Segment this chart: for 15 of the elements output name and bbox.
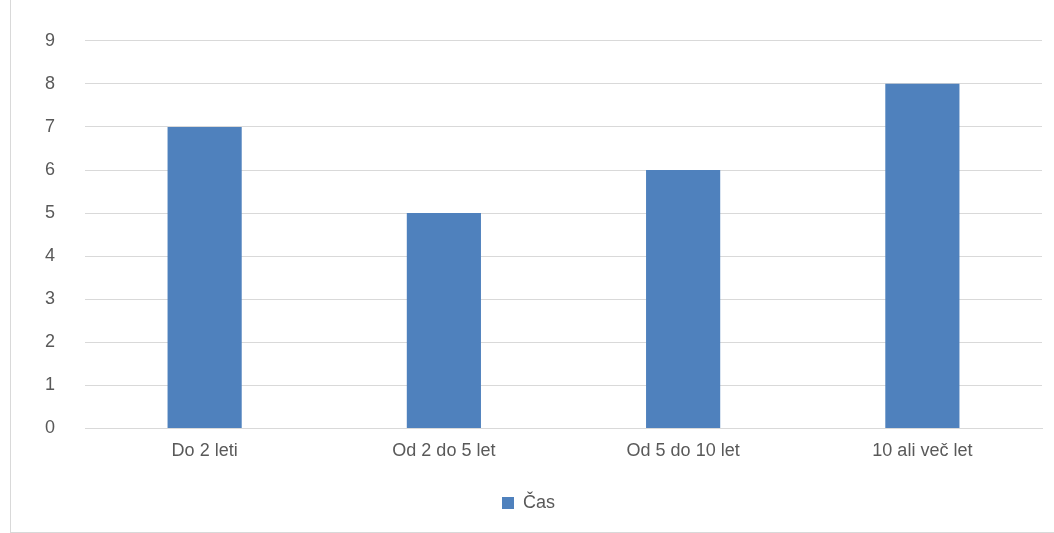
y-tick-label: 1 (45, 374, 56, 395)
y-tick-label: 6 (45, 158, 56, 179)
y-tick-label: 0 (45, 417, 56, 438)
x-tick-label: 10 ali več let (872, 440, 973, 461)
y-tick-label: 3 (45, 288, 56, 309)
y-tick-label: 4 (45, 245, 56, 266)
legend-label: Čas (523, 490, 556, 512)
x-tick-label: Od 5 do 10 let (626, 440, 740, 461)
x-tick-label: Do 2 leti (171, 440, 238, 461)
x-tick-label: Od 2 do 5 let (392, 440, 496, 461)
y-tick-label: 7 (45, 115, 56, 136)
y-tick-label: 8 (45, 72, 56, 93)
y-tick-label: 9 (45, 29, 56, 50)
y-tick-label: 2 (45, 331, 56, 352)
y-tick-label: 5 (45, 202, 56, 223)
